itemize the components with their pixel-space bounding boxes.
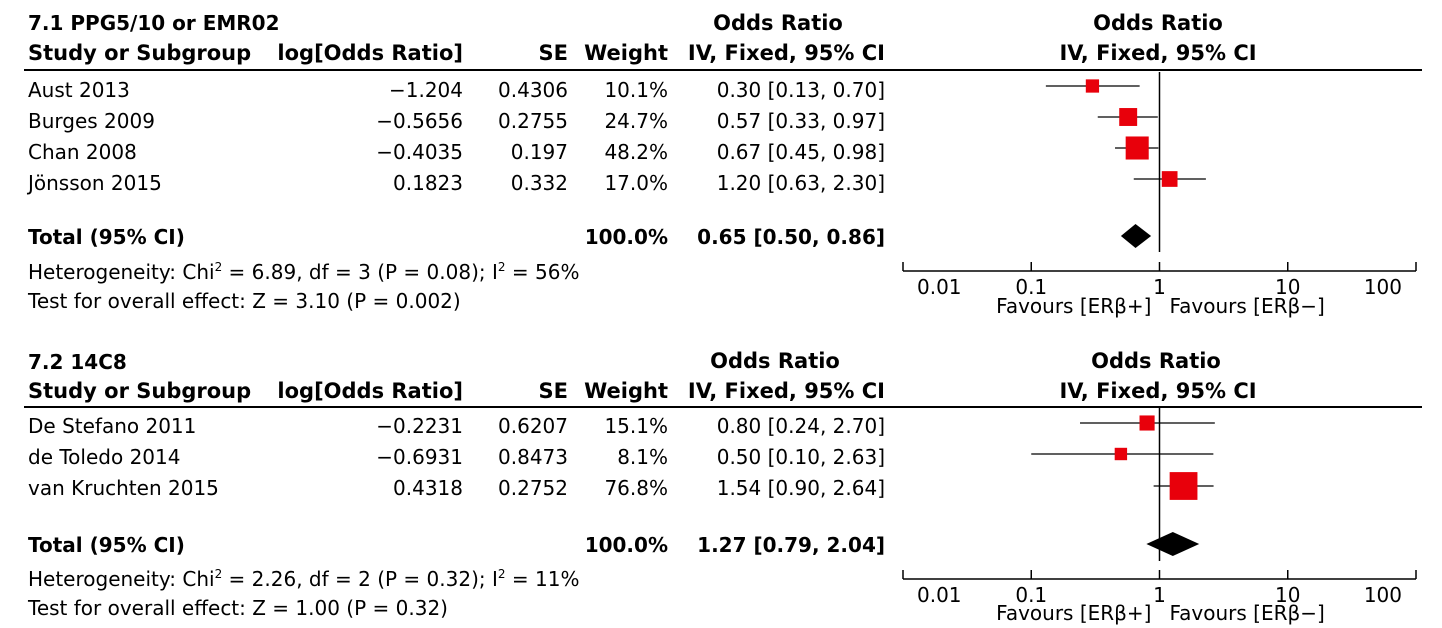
study-weight: 15.1% bbox=[604, 414, 668, 438]
plot-header-bottom: IV, Fixed, 95% CI bbox=[1059, 41, 1257, 65]
favours-right-label: Favours [ERβ−] bbox=[1170, 601, 1325, 625]
study-logor: 0.4318 bbox=[393, 476, 463, 500]
x-tick-label: 0.1 bbox=[1015, 583, 1047, 607]
study-logor: −0.2231 bbox=[376, 414, 463, 438]
study-marker bbox=[1125, 136, 1149, 160]
x-tick-label: 0.01 bbox=[917, 583, 962, 607]
x-tick-label: 100 bbox=[1364, 275, 1402, 299]
study-marker bbox=[1114, 447, 1128, 461]
study-se: 0.8473 bbox=[498, 445, 568, 469]
study-weight: 17.0% bbox=[604, 171, 668, 195]
study-weight: 24.7% bbox=[604, 109, 668, 133]
study-se: 0.332 bbox=[510, 171, 568, 195]
study-ci: 0.50 [0.10, 2.63] bbox=[716, 445, 885, 469]
study-logor: −0.6931 bbox=[376, 445, 463, 469]
study-ci: 1.54 [0.90, 2.64] bbox=[716, 476, 885, 500]
total-label: Total (95% CI) bbox=[28, 225, 185, 249]
study-se: 0.197 bbox=[510, 140, 568, 164]
study-name: de Toledo 2014 bbox=[28, 445, 181, 469]
study-se: 0.2755 bbox=[498, 109, 568, 133]
study-name: Aust 2013 bbox=[28, 78, 130, 102]
study-se: 0.4306 bbox=[498, 78, 568, 102]
heterogeneity-text: Heterogeneity: Chi2 = 2.26, df = 2 (P = … bbox=[28, 567, 580, 591]
study-weight: 10.1% bbox=[604, 78, 668, 102]
favours-left-label: Favours [ERβ+] bbox=[996, 294, 1151, 318]
plot-header-top: Odds Ratio bbox=[1091, 349, 1221, 373]
col-study: Study or Subgroup bbox=[28, 41, 252, 65]
study-logor: 0.1823 bbox=[393, 171, 463, 195]
or-header-top: Odds Ratio bbox=[710, 349, 840, 373]
study-name: van Kruchten 2015 bbox=[28, 476, 219, 500]
header-rule bbox=[24, 69, 1422, 71]
favours-left-label: Favours [ERβ+] bbox=[996, 601, 1151, 625]
plot-header-top: Odds Ratio bbox=[1093, 11, 1223, 35]
x-tick-label: 1 bbox=[1153, 275, 1166, 299]
x-tick-label: 10 bbox=[1275, 275, 1300, 299]
x-tick-label: 0.1 bbox=[1015, 275, 1047, 299]
study-weight: 48.2% bbox=[604, 140, 668, 164]
study-ci: 0.80 [0.24, 2.70] bbox=[716, 414, 885, 438]
study-ci: 0.57 [0.33, 0.97] bbox=[716, 109, 885, 133]
total-weight: 100.0% bbox=[584, 533, 668, 557]
total-label: Total (95% CI) bbox=[28, 533, 185, 557]
total-diamond bbox=[1120, 224, 1152, 248]
study-weight: 8.1% bbox=[617, 445, 668, 469]
study-logor: −1.204 bbox=[388, 78, 463, 102]
or-header-top: Odds Ratio bbox=[713, 11, 843, 35]
x-tick-label: 10 bbox=[1275, 583, 1300, 607]
overall-effect-text: Test for overall effect: Z = 1.00 (P = 0… bbox=[28, 596, 448, 620]
x-tick-label: 1 bbox=[1153, 583, 1166, 607]
study-name: Burges 2009 bbox=[28, 109, 155, 133]
col-logor: log[Odds Ratio] bbox=[277, 41, 463, 65]
study-weight: 76.8% bbox=[604, 476, 668, 500]
study-name: Chan 2008 bbox=[28, 140, 137, 164]
overall-effect-text: Test for overall effect: Z = 3.10 (P = 0… bbox=[28, 289, 461, 313]
total-weight: 100.0% bbox=[584, 225, 668, 249]
col-weight: Weight bbox=[584, 41, 668, 65]
group-title: 7.1 PPG5/10 or EMR02 bbox=[28, 11, 280, 35]
study-marker bbox=[1139, 415, 1155, 431]
study-ci: 0.30 [0.13, 0.70] bbox=[716, 78, 885, 102]
study-marker bbox=[1169, 472, 1198, 500]
col-logor: log[Odds Ratio] bbox=[277, 379, 463, 403]
total-ci: 0.65 [0.50, 0.86] bbox=[697, 225, 885, 249]
forest-plot-2: 0.01 0.1 1 10 100 Favours [ERβ+] Favours [ERβ−… bbox=[902, 408, 1417, 625]
col-se: SE bbox=[538, 41, 568, 65]
favours-right-label: Favours [ERβ−] bbox=[1170, 294, 1325, 318]
forest-plot-1: 0.01 0.1 1 10 100 Favours [ERβ+] Favours [ERβ−… bbox=[902, 72, 1417, 318]
col-or-ci: IV, Fixed, 95% CI bbox=[687, 41, 885, 65]
col-study: Study or Subgroup bbox=[28, 379, 252, 403]
plot-header-bottom: IV, Fixed, 95% CI bbox=[1059, 379, 1257, 403]
study-ci: 0.67 [0.45, 0.98] bbox=[716, 140, 885, 164]
study-marker bbox=[1119, 108, 1138, 126]
study-se: 0.2752 bbox=[498, 476, 568, 500]
study-marker bbox=[1085, 79, 1100, 93]
x-tick-label: 100 bbox=[1364, 583, 1402, 607]
col-or-ci: IV, Fixed, 95% CI bbox=[687, 379, 885, 403]
total-ci: 1.27 [0.79, 2.04] bbox=[697, 533, 885, 557]
study-se: 0.6207 bbox=[498, 414, 568, 438]
heterogeneity-text: Heterogeneity: Chi2 = 6.89, df = 3 (P = … bbox=[28, 260, 580, 284]
col-weight: Weight bbox=[584, 379, 668, 403]
study-logor: −0.4035 bbox=[376, 140, 463, 164]
total-diamond bbox=[1146, 532, 1200, 556]
study-marker bbox=[1161, 171, 1178, 187]
col-se: SE bbox=[538, 379, 568, 403]
group-title: 7.2 14C8 bbox=[28, 350, 127, 374]
header-rule bbox=[24, 406, 1422, 408]
study-name: De Stefano 2011 bbox=[28, 414, 197, 438]
study-logor: −0.5656 bbox=[376, 109, 463, 133]
x-tick-label: 0.01 bbox=[917, 275, 962, 299]
study-ci: 1.20 [0.63, 2.30] bbox=[716, 171, 885, 195]
study-name: Jönsson 2015 bbox=[28, 171, 162, 195]
